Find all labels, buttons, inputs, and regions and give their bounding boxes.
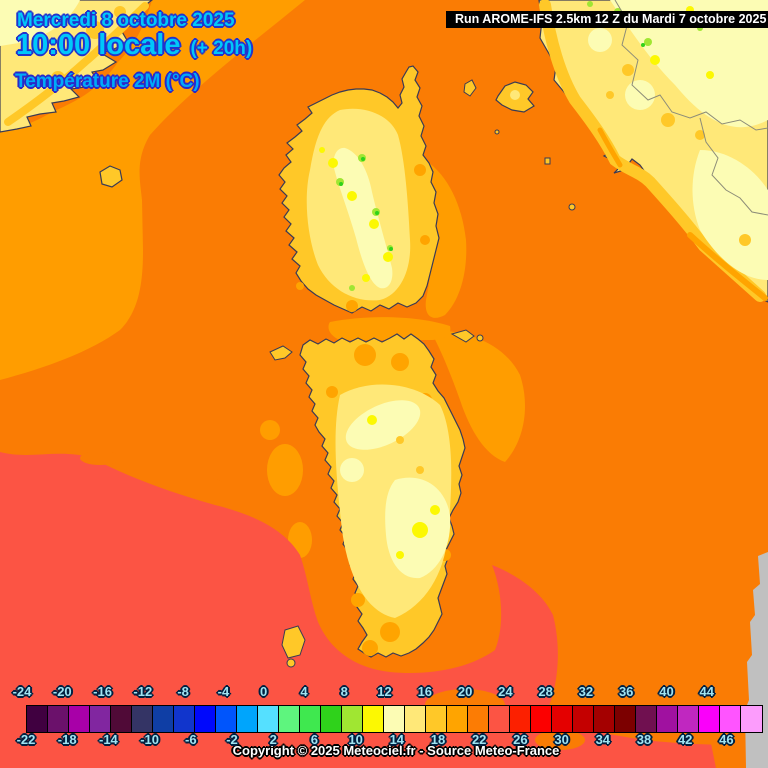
legend-tick-label: -14 [98,732,118,747]
parameter-label: Température 2M (°C) [15,71,200,92]
legend-color-box [489,706,510,732]
legend-tick-label: 36 [618,684,634,699]
legend-tick-label: 6 [310,732,319,747]
legend-tick-label: 12 [377,684,392,699]
valid-time-value: 10:00 locale [16,29,181,61]
hyeres-islet [99,165,123,188]
legend-color-box [447,706,468,732]
legend-color-box [216,706,237,732]
legend-tick-label: 46 [719,732,734,747]
maddalena-islands [450,329,475,343]
sardinia-island [299,333,466,658]
legend-tick-label: 38 [636,732,652,747]
legend-color-box [300,706,321,732]
legend-color-box [405,706,426,732]
legend-color-box [153,706,174,732]
region-border-line-2 [699,117,768,216]
legend-tick-label: -6 [185,732,197,747]
legend-tick-label: 24 [498,684,513,699]
legend-tick-label: -18 [57,732,77,747]
legend-color-box [90,706,111,732]
legend-color-box [510,706,531,732]
legend-tick-label: -10 [140,732,159,747]
legend-color-box [237,706,258,732]
copyright-label: Copyright © 2025 Meteociel.fr - Source M… [232,743,560,758]
legend-color-box [678,706,699,732]
legend-color-box [258,706,279,732]
legend-tick-label: 30 [554,732,569,747]
legend-color-box [384,706,405,732]
legend-color-box [426,706,447,732]
legend-tick-label: 2 [269,732,277,747]
legend-color-box [342,706,363,732]
valid-date-label: Mercredi 8 octobre 2025 [17,10,235,31]
legend-color-box [132,706,153,732]
legend-color-box [321,706,342,732]
legend-tick-label: -2 [226,732,238,747]
legend-color-box [111,706,132,732]
legend-color-box [27,706,48,732]
legend-color-box [594,706,615,732]
corsica-island [278,65,440,314]
legend-tick-label: -4 [217,684,230,699]
france-mainland [0,0,153,188]
legend-color-box [69,706,90,732]
sant-antioco-island [281,625,306,659]
legend-color-box [615,706,636,732]
legend-tick-label: 4 [300,684,308,699]
legend-tick-label: 8 [340,684,348,699]
legend-color-box [468,706,489,732]
legend-tick-label: 28 [538,684,553,699]
legend-color-box [636,706,657,732]
valid-time-label: 10:00 locale (+ 20h) [16,31,252,60]
legend-tick-label: -8 [177,684,189,699]
legend-color-box [363,706,384,732]
italy-mainland [538,0,768,303]
legend-color-box [741,706,762,732]
legend-color-box [552,706,573,732]
legend-tick-label: 44 [699,684,714,699]
legend-color-box [174,706,195,732]
legend-tick-label: 10 [348,732,363,747]
legend-tick-label: -22 [16,732,36,747]
sea-cool-regions [0,0,525,558]
legend-color-box [573,706,594,732]
legend-tick-label: -20 [52,684,72,699]
asinara-island [269,345,293,361]
forecast-offset-label: (+ 20h) [190,38,253,59]
legend-tick-label: 0 [260,684,268,699]
legend-tick-label: 42 [677,732,693,747]
legend-color-box [48,706,69,732]
legend-tick-label: -24 [12,684,32,699]
legend-tick-label: 18 [430,732,446,747]
legend-color-box [531,706,552,732]
legend-color-box [699,706,720,732]
legend-tick-label: -16 [93,684,112,699]
legend-color-bar [26,705,763,733]
legend-color-box [279,706,300,732]
model-run-banner: Run AROME-IFS 2.5km 12 Z du Mardi 7 octo… [446,11,768,28]
capraia-island [463,79,477,97]
legend-tick-label: 16 [417,684,433,699]
legend-tick-label: 26 [513,732,528,747]
legend-tick-label: 40 [659,684,674,699]
sea-warm-region [0,452,747,768]
elba-island [495,81,535,113]
legend-color-box [657,706,678,732]
legend-tick-label: 22 [471,732,487,747]
legend-tick-label: 34 [595,732,611,747]
legend-tick-label: 20 [457,684,473,699]
legend-tick-label: -12 [133,684,153,699]
region-border-line [614,0,768,131]
legend-color-box [720,706,741,732]
legend-tick-label: 14 [389,732,405,747]
small-islets [463,79,576,211]
legend-tick-label: 32 [578,684,594,699]
legend-color-box [195,706,216,732]
sardinia-islets [269,329,484,668]
